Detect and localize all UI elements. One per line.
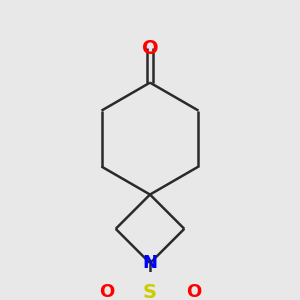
Text: O: O <box>186 283 201 300</box>
Text: N: N <box>142 254 158 272</box>
Text: S: S <box>143 283 157 300</box>
Text: O: O <box>99 283 114 300</box>
Text: O: O <box>142 39 158 58</box>
